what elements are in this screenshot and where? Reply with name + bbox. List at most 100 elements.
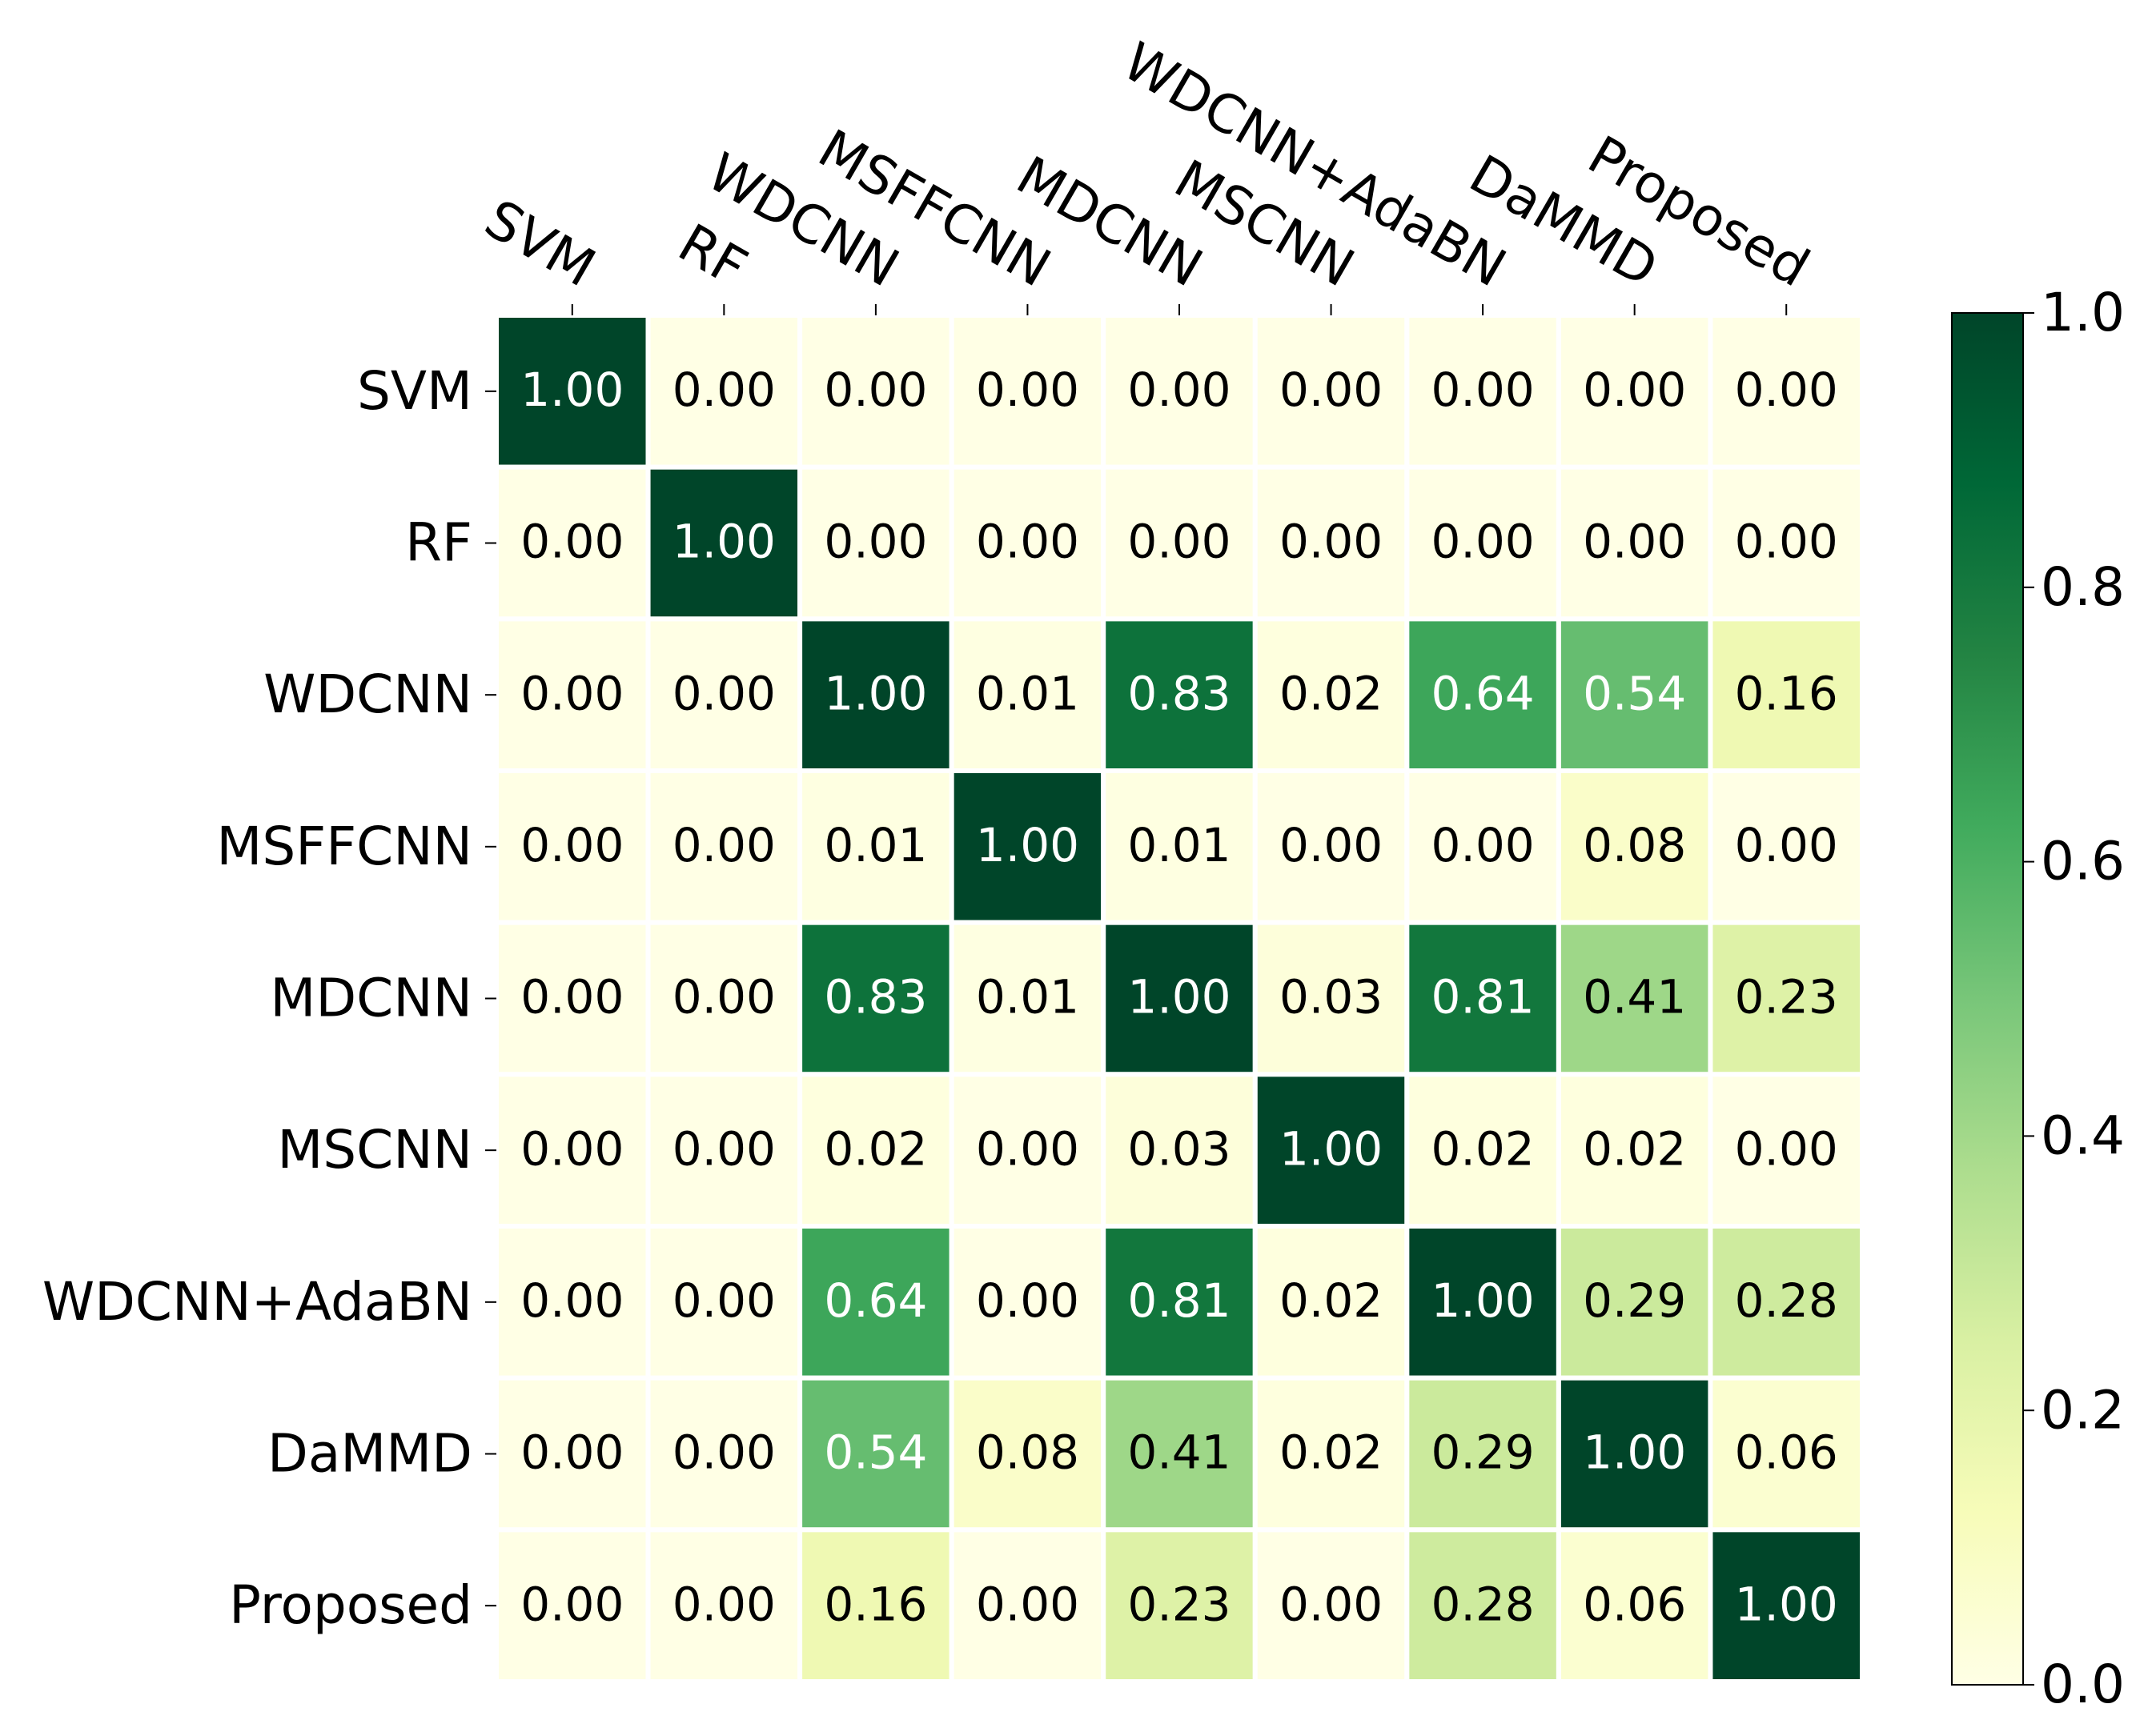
cell-label: 0.41 [1127,1425,1231,1480]
heatmap-cell [1708,1072,1865,1229]
cell-label: 0.00 [672,1577,776,1631]
heatmap-cell [645,616,803,773]
heatmap-cell [1101,1224,1258,1381]
heatmap-cell [1556,464,1713,622]
cell-label: 0.02 [1279,1425,1383,1480]
cell-label: 0.00 [976,515,1079,569]
colorbar-tick-label: 0.4 [2041,1105,2125,1166]
cell-label: 0.02 [1279,666,1383,720]
cell-label: 0.00 [976,1273,1079,1328]
cell-label: 0.00 [1735,515,1838,569]
cell-label: 0.00 [520,515,624,569]
heatmap-cell [797,616,954,773]
cell-label: 0.41 [1583,970,1686,1024]
cell-label: 0.54 [1583,666,1686,720]
colorbar-tick-label: 0.0 [2041,1654,2125,1715]
cell-label: 0.01 [976,666,1079,720]
cell-label: 0.06 [1735,1425,1838,1480]
cell-label: 0.29 [1431,1425,1535,1480]
heatmap-cell [1252,1527,1410,1685]
heatmap-cell [645,1224,803,1381]
cell-label: 1.00 [1735,1577,1838,1631]
cell-label: 0.00 [520,1121,624,1176]
cell-label: 0.28 [1735,1273,1838,1328]
y-tick-label: RF [405,512,472,574]
heatmap-cell [949,768,1106,925]
heatmap-cell [645,313,803,470]
heatmap-cell [797,1527,954,1685]
x-tick-label: SVM [475,188,605,299]
heatmap-cell [1708,920,1865,1077]
cell-label: 0.00 [1735,363,1838,417]
heatmap-cell [1708,1375,1865,1533]
heatmap-cell [949,616,1106,773]
cell-label: 0.23 [1127,1577,1231,1631]
cell-label: 1.00 [1431,1273,1535,1328]
cell-label: 0.00 [824,363,927,417]
cell-label: 0.03 [1127,1121,1231,1176]
heatmap-cell [1556,1072,1713,1229]
cell-label: 0.00 [520,1577,624,1631]
y-tick-label: WDCNN+AdaBN [42,1271,472,1333]
cell-label: 0.00 [1431,363,1535,417]
y-tick-label: MDCNN [270,968,472,1029]
cell-label: 0.00 [672,818,776,872]
cell-label: 0.00 [672,363,776,417]
cell-label: 0.02 [824,1121,927,1176]
cell-label: 1.00 [1583,1425,1686,1480]
y-tick-label: DaMMD [267,1423,472,1485]
heatmap-cell [645,768,803,925]
colorbar [1951,312,2024,1686]
cell-label: 1.00 [672,515,776,569]
y-tick-label: Proposed [229,1574,472,1636]
cell-label: 0.00 [1279,363,1383,417]
heatmap-cell [1252,920,1410,1077]
heatmap-cell [1708,616,1865,773]
cell-label: 0.08 [1583,818,1686,872]
cell-label: 0.00 [1583,363,1686,417]
heatmap-cell [797,1375,954,1533]
y-tick-label: MSFFCNN [216,816,472,877]
cell-label: 0.64 [1431,666,1535,720]
heatmap-cell [797,464,954,622]
cell-label: 0.83 [1127,666,1231,720]
cell-label: 0.00 [1583,515,1686,569]
heatmap-cell [1404,464,1561,622]
heatmap-cell [949,1375,1106,1533]
heatmap-cell [1404,1224,1561,1381]
colorbar-tick-label: 0.6 [2041,831,2125,892]
cell-label: 0.16 [1735,666,1838,720]
cell-label: 0.02 [1431,1121,1535,1176]
heatmap-cell [494,1224,651,1381]
y-tick-label: SVM [357,360,472,422]
cell-label: 0.00 [976,1577,1079,1631]
cell-label: 0.06 [1583,1577,1686,1631]
heatmap-cell [1101,1375,1258,1533]
cell-label: 0.28 [1431,1577,1535,1631]
heatmap-cell [1404,1527,1561,1685]
cell-label: 0.83 [824,970,927,1024]
heatmap-cell [1556,313,1713,470]
heatmap-cell [1708,1527,1865,1685]
heatmap-cell [1252,1072,1410,1229]
cell-label: 0.00 [1735,818,1838,872]
heatmap-cell [494,616,651,773]
cell-label: 0.01 [1127,818,1231,872]
cell-label: 0.03 [1279,970,1383,1024]
cell-label: 0.54 [824,1425,927,1480]
cell-label: 0.00 [976,363,1079,417]
cell-label: 0.81 [1431,970,1535,1024]
cell-label: 1.00 [520,363,624,417]
cell-label: 0.00 [824,515,927,569]
cell-label: 0.64 [824,1273,927,1328]
cell-label: 0.00 [976,1121,1079,1176]
cell-label: 1.00 [1127,970,1231,1024]
cell-label: 0.23 [1735,970,1838,1024]
heatmap-cell [1708,464,1865,622]
heatmap-cell [1101,1072,1258,1229]
heatmap-cell [494,1375,651,1533]
colorbar-tick-label: 1.0 [2041,282,2125,343]
cell-label: 0.01 [824,818,927,872]
cell-label: 0.00 [1279,515,1383,569]
